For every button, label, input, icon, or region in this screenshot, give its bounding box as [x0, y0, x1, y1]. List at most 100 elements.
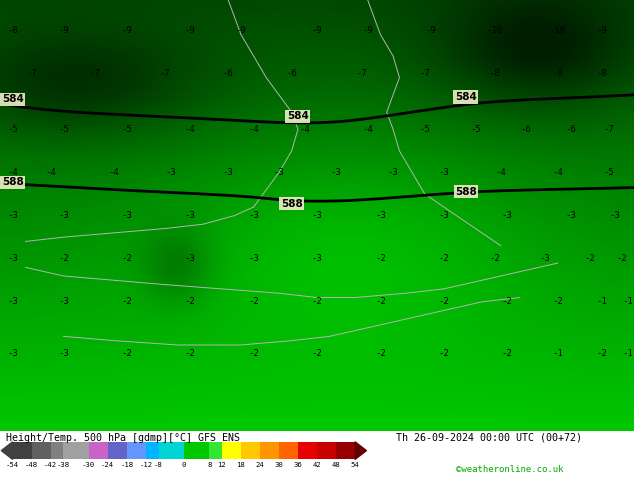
- Text: -3: -3: [312, 211, 322, 220]
- Text: -3: -3: [312, 254, 322, 263]
- Text: -2: -2: [122, 297, 132, 306]
- Text: -7: -7: [160, 69, 170, 78]
- Text: -2: -2: [249, 349, 259, 358]
- Text: -4: -4: [553, 168, 563, 177]
- Text: ©weatheronline.co.uk: ©weatheronline.co.uk: [456, 466, 564, 474]
- Text: -9: -9: [236, 25, 246, 35]
- Text: 54: 54: [351, 462, 359, 468]
- Text: -3: -3: [388, 168, 398, 177]
- Text: -48: -48: [25, 462, 38, 468]
- Text: 588: 588: [281, 198, 302, 209]
- Text: -6: -6: [287, 69, 297, 78]
- Text: -3: -3: [185, 254, 195, 263]
- Text: -4: -4: [299, 125, 309, 134]
- Text: -2: -2: [185, 297, 195, 306]
- Text: -2: -2: [616, 254, 626, 263]
- Bar: [209, 442, 222, 460]
- Text: -38: -38: [57, 462, 70, 468]
- Bar: [63, 442, 89, 460]
- Bar: [32, 442, 51, 460]
- Text: -1: -1: [623, 297, 633, 306]
- Text: -3: -3: [58, 349, 68, 358]
- Text: -2: -2: [122, 254, 132, 263]
- Text: 588: 588: [2, 177, 23, 187]
- Text: -10: -10: [486, 25, 503, 35]
- Text: -3: -3: [58, 211, 68, 220]
- Text: -3: -3: [610, 211, 620, 220]
- Text: Th 26-09-2024 00:00 UTC (00+72): Th 26-09-2024 00:00 UTC (00+72): [396, 433, 582, 443]
- Text: 18: 18: [236, 462, 245, 468]
- Text: -4: -4: [8, 168, 18, 177]
- Text: -4: -4: [363, 125, 373, 134]
- Text: -2: -2: [553, 297, 563, 306]
- Polygon shape: [1, 442, 13, 460]
- Text: -2: -2: [502, 297, 512, 306]
- Text: -10: -10: [550, 25, 566, 35]
- Text: -3: -3: [274, 168, 284, 177]
- Text: -2: -2: [375, 349, 385, 358]
- Bar: [317, 442, 336, 460]
- Text: 24: 24: [256, 462, 264, 468]
- Text: -3: -3: [566, 211, 576, 220]
- Text: 8: 8: [207, 462, 211, 468]
- Bar: [51, 442, 63, 460]
- Text: -2: -2: [439, 349, 449, 358]
- Text: 584: 584: [287, 111, 309, 122]
- Text: -2: -2: [585, 254, 595, 263]
- Text: -7: -7: [90, 69, 100, 78]
- Text: -9: -9: [597, 25, 607, 35]
- Text: 588: 588: [455, 187, 477, 197]
- Text: -3: -3: [185, 211, 195, 220]
- Text: -7: -7: [27, 69, 37, 78]
- Bar: [146, 442, 158, 460]
- Text: -18: -18: [120, 462, 133, 468]
- Text: 0: 0: [182, 462, 186, 468]
- Text: -4: -4: [46, 168, 56, 177]
- Text: -3: -3: [249, 254, 259, 263]
- Text: -3: -3: [375, 211, 385, 220]
- Bar: [222, 442, 241, 460]
- Bar: [127, 442, 146, 460]
- Text: -2: -2: [375, 297, 385, 306]
- Text: -3: -3: [8, 349, 18, 358]
- Text: -3: -3: [439, 168, 449, 177]
- Text: 584: 584: [455, 92, 477, 102]
- Text: -3: -3: [8, 211, 18, 220]
- Text: 42: 42: [313, 462, 321, 468]
- Text: -5: -5: [122, 125, 132, 134]
- Text: Height/Temp. 500 hPa [gdmp][°C] GFS ENS: Height/Temp. 500 hPa [gdmp][°C] GFS ENS: [6, 433, 240, 443]
- Text: -7: -7: [604, 125, 614, 134]
- Text: -9: -9: [426, 25, 436, 35]
- Text: -6: -6: [223, 69, 233, 78]
- Text: -2: -2: [58, 254, 68, 263]
- Bar: [260, 442, 279, 460]
- Text: -2: -2: [439, 297, 449, 306]
- Bar: [89, 442, 108, 460]
- Text: -4: -4: [185, 125, 195, 134]
- Text: -3: -3: [223, 168, 233, 177]
- Text: -3: -3: [122, 211, 132, 220]
- Bar: [184, 442, 209, 460]
- Text: 48: 48: [332, 462, 340, 468]
- Text: -7: -7: [420, 69, 430, 78]
- Text: -6: -6: [521, 125, 531, 134]
- Text: -8: -8: [154, 462, 163, 468]
- Text: -1: -1: [623, 349, 633, 358]
- Text: -3: -3: [439, 211, 449, 220]
- Text: -3: -3: [8, 297, 18, 306]
- Text: -3: -3: [331, 168, 341, 177]
- Text: -2: -2: [249, 297, 259, 306]
- Text: -6: -6: [566, 125, 576, 134]
- Text: -24: -24: [101, 462, 114, 468]
- Text: -2: -2: [312, 297, 322, 306]
- Text: -9: -9: [122, 25, 132, 35]
- Text: -9: -9: [185, 25, 195, 35]
- Polygon shape: [355, 442, 366, 460]
- Text: -5: -5: [8, 125, 18, 134]
- Text: -54: -54: [6, 462, 19, 468]
- Text: -3: -3: [249, 211, 259, 220]
- Text: -2: -2: [185, 349, 195, 358]
- Text: -4: -4: [496, 168, 506, 177]
- Text: 36: 36: [294, 462, 302, 468]
- Text: -8: -8: [597, 69, 607, 78]
